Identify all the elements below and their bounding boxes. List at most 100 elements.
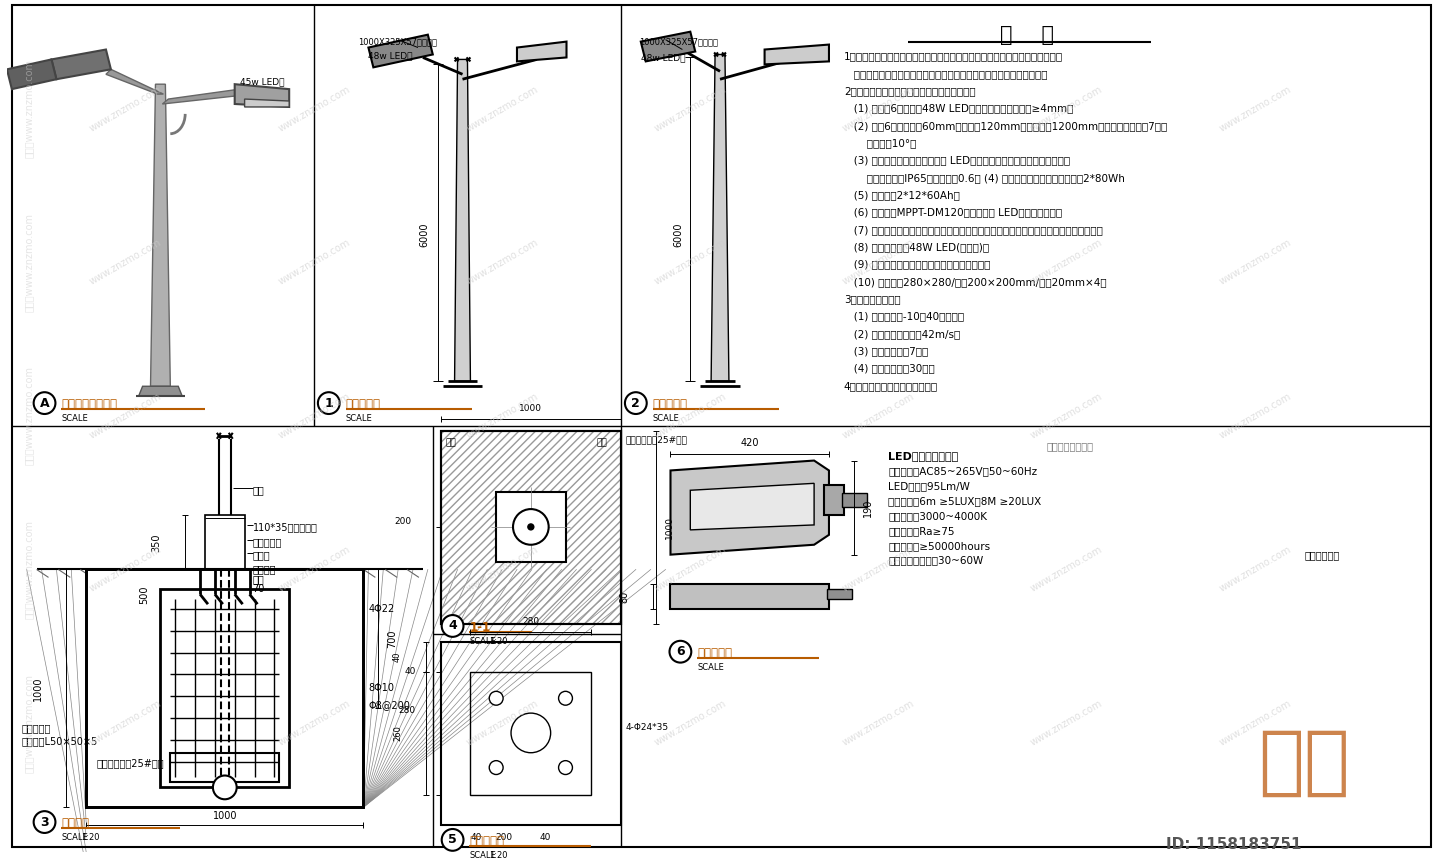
Text: 配置: 配置	[446, 439, 456, 448]
Text: www.znzmo.com: www.znzmo.com	[276, 238, 352, 287]
Text: 地面: 地面	[253, 574, 264, 585]
Text: 混凝土浇筑（25#桩）: 混凝土浇筑（25#桩）	[97, 758, 163, 768]
Text: www.znzmo.com: www.znzmo.com	[88, 545, 163, 594]
Circle shape	[511, 713, 551, 752]
Circle shape	[214, 776, 237, 799]
Text: (3) 灯具：灯具结构均为一体化 LED光源，压铸铝壳及钢化玻璃透光罩，: (3) 灯具：灯具结构均为一体化 LED光源，压铸铝壳及钢化玻璃透光罩，	[844, 156, 1069, 165]
Text: 110*35防水维修门: 110*35防水维修门	[253, 522, 317, 532]
Text: SCALE: SCALE	[697, 662, 724, 672]
Text: www.znzmo.com: www.znzmo.com	[465, 391, 540, 440]
Text: www.znzmo.com: www.znzmo.com	[1029, 545, 1104, 594]
Text: www.znzmo.com: www.znzmo.com	[88, 391, 163, 440]
Text: www.znzmo.com: www.znzmo.com	[88, 84, 163, 133]
Text: www.znzmo.com: www.znzmo.com	[1029, 84, 1104, 133]
Text: 天正单行文字输入: 天正单行文字输入	[1046, 440, 1094, 451]
Text: 样式可由建设单位确定，本次设计仅提出有关具体技术要求以供参考。: 样式可由建设单位确定，本次设计仅提出有关具体技术要求以供参考。	[844, 69, 1048, 79]
Text: 6000: 6000	[674, 223, 684, 248]
Text: 串重接地线: 串重接地线	[22, 723, 51, 733]
Text: www.znzmo.com: www.znzmo.com	[465, 84, 540, 133]
Text: 5: 5	[449, 833, 457, 846]
Text: www.znzmo.com: www.znzmo.com	[276, 545, 352, 594]
Polygon shape	[641, 32, 696, 61]
Text: 知末网www.znzmo.com: 知末网www.znzmo.com	[23, 366, 33, 465]
Text: 1000: 1000	[519, 404, 543, 413]
Text: www.znzmo.com: www.znzmo.com	[1029, 698, 1104, 747]
Bar	[440, 431, 620, 624]
Text: 200: 200	[495, 833, 512, 842]
Text: www.znzmo.com: www.znzmo.com	[276, 391, 352, 440]
Polygon shape	[7, 59, 56, 89]
Circle shape	[442, 615, 463, 637]
Text: 1:20: 1:20	[489, 637, 508, 646]
Polygon shape	[235, 84, 289, 107]
Text: 280: 280	[398, 706, 416, 716]
Text: 80: 80	[619, 591, 629, 603]
Text: 40: 40	[404, 666, 416, 676]
Polygon shape	[671, 461, 828, 555]
Text: (1) 环境温度：-10～40摄氏度；: (1) 环境温度：-10～40摄氏度；	[844, 311, 964, 322]
Text: 知末: 知末	[1258, 726, 1351, 800]
Text: www.znzmo.com: www.znzmo.com	[1216, 84, 1293, 133]
Polygon shape	[517, 41, 567, 61]
Text: 仰角均为10°。: 仰角均为10°。	[844, 138, 916, 148]
Text: 1-1: 1-1	[469, 621, 491, 634]
Text: SCALE: SCALE	[62, 414, 88, 423]
Circle shape	[489, 691, 504, 705]
Text: 灯杆法兰: 灯杆法兰	[253, 564, 276, 574]
Text: 200: 200	[394, 517, 411, 526]
Circle shape	[528, 524, 534, 530]
Text: www.znzmo.com: www.znzmo.com	[841, 391, 916, 440]
Polygon shape	[671, 584, 828, 609]
Text: 1000: 1000	[33, 676, 42, 701]
Text: 配置: 配置	[596, 439, 608, 448]
Text: (7) 倾角：本设计根据本地区经纬范围确定太阳能电池板与地平线倾角，现场调试安装。: (7) 倾角：本设计根据本地区经纬范围确定太阳能电池板与地平线倾角，现场调试安装…	[844, 224, 1102, 235]
Text: 4Φ22: 4Φ22	[368, 605, 395, 614]
Text: SCALE: SCALE	[469, 851, 496, 860]
Text: 灯具大样图: 灯具大样图	[697, 647, 732, 660]
Text: 说    明: 说 明	[1000, 25, 1053, 45]
Text: 6000: 6000	[420, 223, 430, 248]
Text: 灯杆: 灯杆	[253, 485, 264, 495]
Text: 路灯做法详图: 路灯做法详图	[1304, 550, 1339, 560]
Text: (4) 耐腐蚀性能：30年。: (4) 耐腐蚀性能：30年。	[844, 364, 935, 373]
Text: 太阳能路灯示意图: 太阳能路灯示意图	[62, 398, 117, 411]
Text: 知末网www.znzmo.com: 知末网www.znzmo.com	[23, 213, 33, 312]
Text: 灯型正面图: 灯型正面图	[652, 398, 688, 411]
Text: 每颗瓦数：可做到30~60W: 每颗瓦数：可做到30~60W	[889, 556, 984, 566]
Text: www.znzmo.com: www.znzmo.com	[88, 238, 163, 287]
Text: 2、灯杆、灯具、及太阳能电池组件技术要求：: 2、灯杆、灯具、及太阳能电池组件技术要求：	[844, 86, 975, 96]
Text: www.znzmo.com: www.znzmo.com	[652, 698, 729, 747]
Text: www.znzmo.com: www.znzmo.com	[1216, 698, 1293, 747]
Bar	[170, 752, 280, 783]
Text: 40: 40	[470, 833, 482, 842]
Text: www.znzmo.com: www.znzmo.com	[276, 698, 352, 747]
Text: 接地环: 接地环	[253, 550, 270, 560]
Text: 1000: 1000	[665, 516, 674, 539]
Text: 1000X325X57太阳能板: 1000X325X57太阳能板	[358, 38, 437, 46]
Text: 350: 350	[152, 533, 162, 551]
Text: Φ8@200: Φ8@200	[368, 700, 410, 710]
Text: 平均照度：6m ≥5LUX，8M ≥20LUX: 平均照度：6m ≥5LUX，8M ≥20LUX	[889, 496, 1042, 507]
Polygon shape	[139, 386, 182, 396]
Text: LED光效：95Lm/W: LED光效：95Lm/W	[889, 482, 970, 491]
Text: (2) 杆高6米，上口径60mm，下口径120mm，灯悬挑长1200mm，灯安装高度约为7米，: (2) 杆高6米，上口径60mm，下口径120mm，灯悬挑长1200mm，灯安装…	[844, 121, 1167, 131]
Text: 相关色温：3000~4000K: 相关色温：3000~4000K	[889, 511, 987, 521]
Circle shape	[558, 691, 573, 705]
Text: 2: 2	[632, 396, 641, 409]
Polygon shape	[150, 84, 170, 386]
Text: A: A	[40, 396, 49, 409]
Circle shape	[625, 392, 646, 414]
Polygon shape	[765, 45, 828, 64]
Text: (3) 抗地震等级：7级；: (3) 抗地震等级：7级；	[844, 347, 928, 356]
Polygon shape	[105, 70, 163, 94]
Text: 知末网www.znzmo.com: 知末网www.znzmo.com	[23, 673, 33, 772]
Text: www.znzmo.com: www.znzmo.com	[1029, 391, 1104, 440]
Text: www.znzmo.com: www.znzmo.com	[1216, 238, 1293, 287]
Text: 法兰孔位图: 法兰孔位图	[469, 835, 505, 848]
Text: 40: 40	[392, 651, 403, 662]
Text: ID: 1158183751: ID: 1158183751	[1166, 837, 1302, 852]
Bar	[87, 569, 364, 808]
Text: 灯罩防护等级IP65，维护系数0.6。 (4) 光伏电池组件（太阳能板）：2*80Wh: 灯罩防护等级IP65，维护系数0.6。 (4) 光伏电池组件（太阳能板）：2*8…	[844, 173, 1124, 183]
Bar	[496, 492, 566, 562]
Bar	[440, 431, 620, 624]
